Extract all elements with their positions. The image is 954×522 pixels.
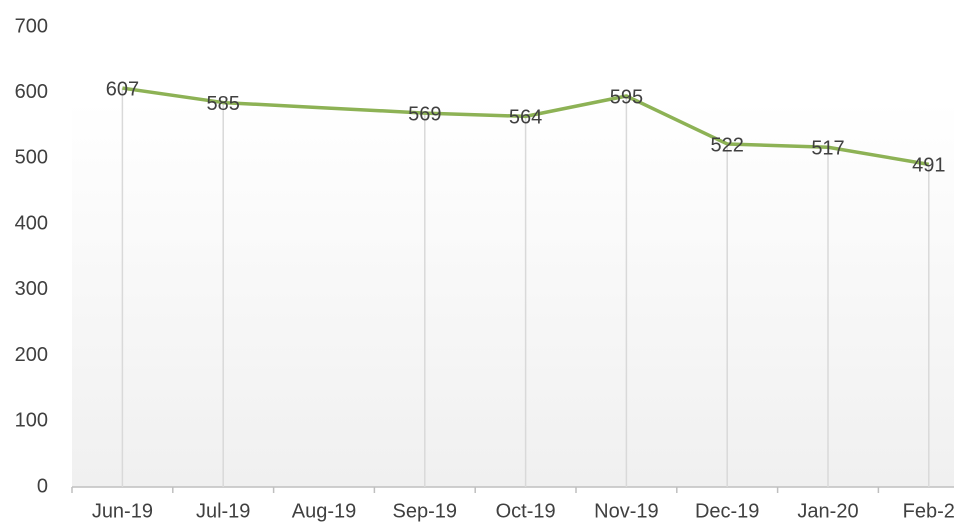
data-label: 585 [207, 93, 240, 115]
series-line [122, 86, 930, 167]
y-tick-label: 100 [15, 410, 48, 432]
data-label: 595 [610, 86, 643, 108]
data-label: 522 [711, 134, 744, 156]
data-label: 517 [811, 138, 844, 160]
data-label: 569 [408, 103, 441, 125]
plot-background [72, 100, 954, 487]
x-tick-label: Sep-19 [393, 500, 458, 522]
y-tick-label: 200 [15, 344, 48, 366]
data-label: 564 [509, 107, 542, 129]
x-tick-label: Nov-19 [594, 500, 658, 522]
x-tick-label: Feb-2 [903, 500, 954, 522]
data-label: 607 [106, 78, 139, 100]
y-tick-label: 0 [37, 475, 48, 497]
x-tick-label: Oct-19 [496, 500, 556, 522]
y-tick-label: 600 [15, 81, 48, 103]
y-tick-label: 400 [15, 212, 48, 234]
y-tick-label: 500 [15, 147, 48, 169]
x-tick-label: Jul-19 [196, 500, 250, 522]
x-tick-label: Aug-19 [292, 500, 357, 522]
y-tick-label: 300 [15, 278, 48, 300]
data-label: 491 [912, 155, 945, 177]
x-tick-label: Dec-19 [695, 500, 759, 522]
x-tick-label: Jan-20 [797, 500, 858, 522]
y-tick-label: 700 [15, 15, 48, 37]
x-tick-label: Jun-19 [92, 500, 153, 522]
